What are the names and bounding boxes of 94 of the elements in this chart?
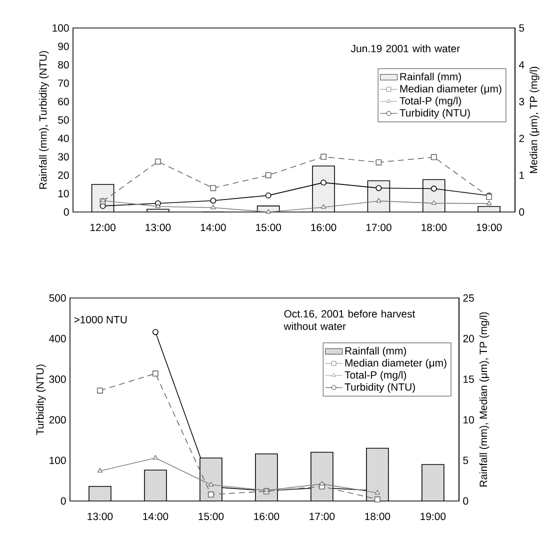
point: [320, 204, 326, 209]
bar: [144, 470, 167, 502]
text: Jun.19 2001 with water: [350, 44, 460, 52]
y2-tick-label: 2: [519, 134, 524, 142]
legend-label: Turbidity (NTU): [400, 108, 470, 119]
point: [152, 370, 158, 377]
y2-tick-label: 0: [519, 208, 524, 216]
y-tick-label: 0: [64, 208, 69, 216]
y2-tick-label: 4: [518, 61, 524, 68]
point: [320, 154, 327, 160]
y2-tick-label: 0: [463, 497, 468, 505]
x-tick-label: 13:00: [146, 224, 171, 232]
point: [376, 198, 382, 203]
text: Oct.16, 2001 before harvest without water: [284, 310, 416, 330]
x-tick-label: 18:00: [422, 224, 447, 232]
point: [210, 198, 216, 204]
bar: [312, 166, 335, 212]
y2-tick-label: 20: [463, 334, 474, 342]
x-tick-label: 19:00: [476, 224, 502, 232]
y-tick-label: 50: [58, 116, 69, 124]
legend-label: Turbidity (NTU): [344, 383, 415, 393]
y2-axis-title: Rainfall (mm), Median (μm), TP (mg/l): [479, 312, 490, 487]
y-tick-label: 100: [52, 24, 69, 32]
x-tick-label: 16:00: [254, 512, 280, 520]
bar: [310, 452, 334, 502]
legend-label: Total-P (mg/l): [400, 96, 461, 107]
y-tick-label: 10: [58, 190, 69, 198]
x-tick-label: 17:00: [366, 224, 392, 232]
y-axis-title: Turbidity (NTU): [36, 364, 46, 435]
x-tick-label: 17:00: [310, 512, 335, 520]
bar: [200, 458, 222, 502]
point: [96, 388, 103, 394]
y-tick-label: 40: [58, 134, 69, 142]
legend-label: Total-P (mg/l): [344, 370, 406, 381]
y2-tick-label: 15: [464, 376, 474, 383]
point: [376, 159, 382, 166]
y-tick-label: 70: [58, 80, 69, 87]
y-tick-label: 90: [58, 42, 69, 50]
y-tick-label: 20: [58, 172, 69, 179]
point: [155, 203, 161, 208]
y2-tick-label: 5: [463, 456, 468, 464]
point: [152, 454, 158, 460]
y2-axis-title: Median (μm), TP (mg/l): [530, 66, 540, 174]
y2-tick-label: 25: [463, 294, 474, 302]
point: [208, 482, 214, 486]
legend-label: Median diameter (μm): [400, 84, 502, 94]
annotation: >1000 NTU: [74, 316, 127, 324]
y-tick-label: 30: [58, 153, 69, 161]
legend-label: Median diameter (μm): [345, 358, 446, 369]
point: [376, 185, 382, 192]
point: [210, 185, 216, 192]
bar: [255, 454, 278, 502]
bar: [366, 448, 389, 502]
x-tick-label: 14:00: [200, 224, 226, 232]
x-tick-label: 15:00: [198, 512, 224, 520]
point: [97, 468, 103, 473]
y-tick-label: 500: [49, 294, 66, 302]
x-tick-label: 12:00: [90, 224, 116, 232]
y-axis-title: Rainfall (mm), Turbidity (NTU): [39, 51, 49, 189]
point: [486, 200, 492, 206]
point: [319, 480, 325, 486]
y-tick-label: 100: [50, 456, 66, 464]
x-tick-label: 18:00: [365, 512, 390, 520]
point: [430, 154, 437, 160]
y2-tick-label: 5: [519, 24, 524, 32]
point: [320, 180, 327, 186]
bar: [422, 179, 446, 212]
x-tick-label: 19:00: [420, 512, 446, 520]
y-tick-label: 0: [60, 497, 66, 505]
y-tick-label: 300: [49, 376, 66, 383]
point: [266, 209, 271, 214]
legend-label: Rainfall (mm): [345, 346, 406, 357]
bar: [422, 464, 444, 502]
y2-tick-label: 3: [519, 98, 524, 106]
point: [431, 200, 437, 205]
y2-tick-label: 10: [464, 416, 474, 424]
point: [265, 192, 272, 198]
point: [154, 158, 161, 165]
x-tick-label: 16:00: [311, 224, 336, 232]
y-tick-label: 400: [49, 334, 66, 342]
point: [374, 496, 380, 502]
x-tick-label: 14:00: [143, 512, 168, 520]
bar: [367, 180, 390, 212]
point: [265, 172, 272, 178]
point: [430, 186, 437, 192]
y-tick-label: 200: [49, 416, 66, 424]
legend-label: Rainfall (mm): [400, 72, 461, 82]
y2-tick-label: 1: [520, 172, 524, 179]
point: [208, 492, 214, 498]
y-tick-label: 60: [58, 98, 69, 106]
y-tick-label: 80: [58, 61, 69, 69]
x-tick-label: 15:00: [256, 224, 282, 232]
point: [210, 204, 216, 210]
x-tick-label: 13:00: [88, 512, 113, 520]
